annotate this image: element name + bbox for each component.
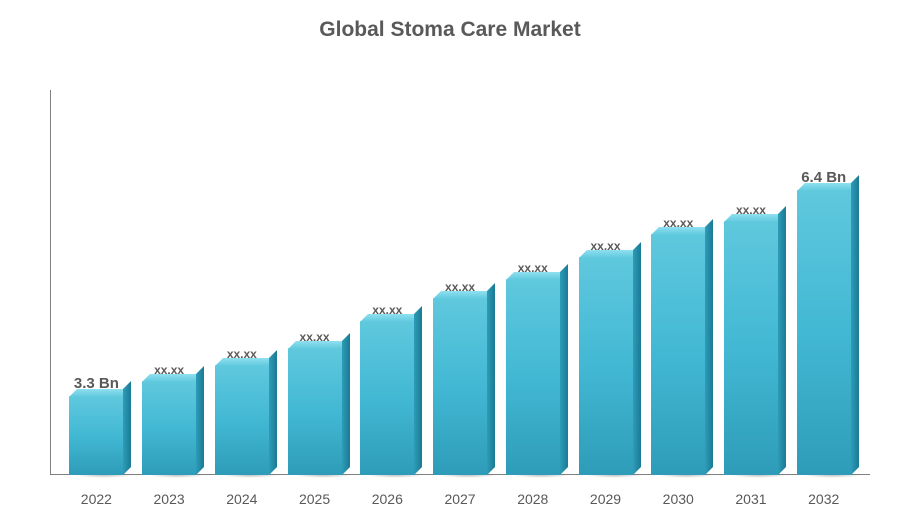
x-axis-label: 2026	[351, 491, 424, 507]
bar-shadow	[512, 472, 570, 478]
bar-shadow	[585, 472, 643, 478]
bar-shadow	[439, 472, 497, 478]
bars-container: 3.3 Bnxx.xxxx.xxxx.xxxx.xxxx.xxxx.xxxx.x…	[50, 90, 870, 475]
bar	[797, 190, 851, 475]
bar-slot: 3.3 Bn	[60, 90, 133, 475]
bar-slot: xx.xx	[496, 90, 569, 475]
bar-shadow	[730, 472, 788, 478]
bar-shadow	[366, 472, 424, 478]
bar	[651, 234, 705, 475]
bar-shadow	[657, 472, 715, 478]
bar-slot: xx.xx	[715, 90, 788, 475]
bar	[433, 298, 487, 475]
bar	[69, 396, 123, 475]
bar	[288, 348, 342, 475]
x-axis-labels: 2022202320242025202620272028202920302031…	[50, 491, 870, 507]
bar-slot: 6.4 Bn	[787, 90, 860, 475]
bar-slot: xx.xx	[351, 90, 424, 475]
bar-slot: xx.xx	[278, 90, 351, 475]
bar-slot: xx.xx	[424, 90, 497, 475]
bar	[579, 257, 633, 475]
bar	[215, 365, 269, 475]
bar	[142, 381, 196, 475]
x-axis-label: 2029	[569, 491, 642, 507]
x-axis-label: 2022	[60, 491, 133, 507]
bar-slot: xx.xx	[133, 90, 206, 475]
x-axis-label: 2031	[715, 491, 788, 507]
bar-slot: xx.xx	[569, 90, 642, 475]
bar	[360, 321, 414, 475]
x-axis-label: 2027	[424, 491, 497, 507]
bar-shadow	[75, 472, 133, 478]
bar-shadow	[294, 472, 352, 478]
x-axis-label: 2028	[496, 491, 569, 507]
x-axis-label: 2032	[787, 491, 860, 507]
bar-shadow	[221, 472, 279, 478]
chart-plot-area: 3.3 Bnxx.xxxx.xxxx.xxxx.xxxx.xxxx.xxxx.x…	[50, 90, 870, 475]
x-axis-label: 2025	[278, 491, 351, 507]
bar	[506, 279, 560, 475]
x-axis-label: 2024	[205, 491, 278, 507]
bar-slot: xx.xx	[642, 90, 715, 475]
bar	[724, 221, 778, 475]
chart-title: Global Stoma Care Market	[0, 0, 900, 42]
bar-shadow	[803, 472, 861, 478]
x-axis-label: 2030	[642, 491, 715, 507]
x-axis-label: 2023	[133, 491, 206, 507]
bar-slot: xx.xx	[205, 90, 278, 475]
bar-shadow	[148, 472, 206, 478]
